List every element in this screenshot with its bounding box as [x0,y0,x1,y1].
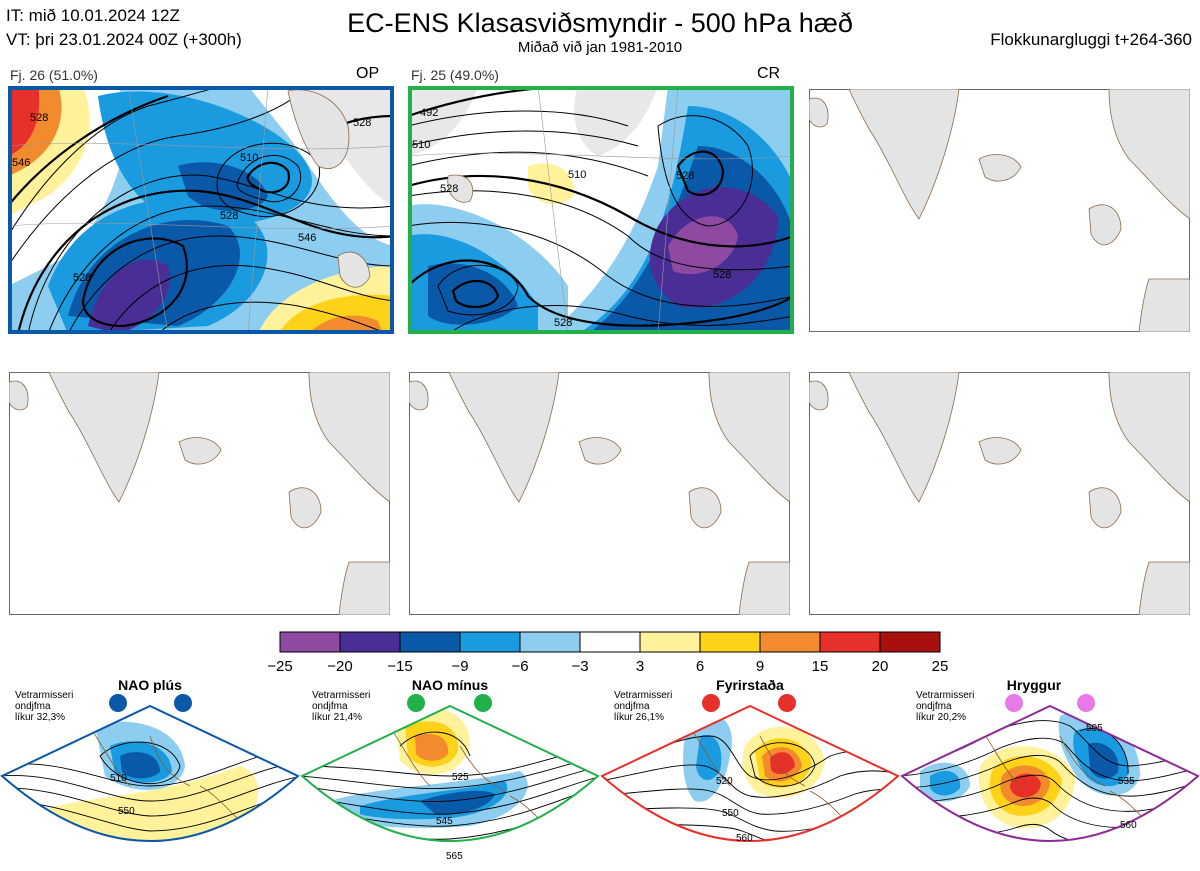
contour-label: 510 [240,152,258,164]
regime-outline [0,704,300,842]
panel-2-frame [408,86,794,334]
panel-4-map [9,372,390,615]
contour-label: 546 [12,157,30,169]
panel-1-frame [8,86,394,334]
contour-label: 528 [676,170,694,182]
regime-outline [900,704,1200,842]
regime-dot-left [109,694,127,712]
contour-label: 528 [30,112,48,124]
contour-label: 505 [1086,723,1103,734]
regime-note-line-2: ondjfma [15,701,51,712]
contour-label: 550 [118,806,135,817]
regime-dot-right [174,694,192,712]
colorbar-swatch [279,631,341,653]
contour-label: 510 [568,169,586,181]
panel-2-label: Fj. 25 (49.0%) [411,67,499,83]
colorbar-swatch [819,631,881,653]
colorbar-swatch [879,631,941,653]
regime-note-line-3: líkur 32,3% [15,712,65,723]
contour-label: 545 [436,816,453,827]
panel-3-map [809,89,1190,332]
regime-note-line-2: ondjfma [614,701,650,712]
regime-title: Fyrirstaða [716,677,784,693]
contour-label: 528 [554,317,572,329]
contour-label: 560 [736,833,753,844]
regime-note-line-3: líkur 26,1% [614,712,664,723]
classification-window: Flokkunargluggi t+264-360 [990,30,1192,49]
contour-label: 528 [440,183,458,195]
regime-note-line-1: Vetrarmisseri [15,690,73,701]
regime-dot-right [778,694,796,712]
regime-title: NAO plús [118,677,182,693]
colorbar-tick-label: −20 [327,658,352,675]
contour-label: 528 [220,210,238,222]
panel-5-map [409,372,790,615]
header-times: IT: mið 10.01.2024 12Z VT: þri 23.01.202… [6,4,242,52]
regime-nao-minus: NAO mínus Vetrarmisseri ondjfma líkur 21… [300,677,600,862]
colorbar-swatch [699,631,761,653]
contour-label: 528 [713,269,731,281]
panel-1-tag: OP [356,65,380,82]
colorbar-tick-label: −15 [387,658,412,675]
regime-outline [600,704,900,842]
colorbar-swatch [759,631,821,653]
regime-title: Hryggur [1007,677,1062,693]
regime-note-line-3: líkur 21,4% [312,712,362,723]
colorbar-swatch [339,631,401,653]
regime-note-line-1: Vetrarmisseri [916,690,974,701]
regime-note-line-1: Vetrarmisseri [312,690,370,701]
contour-label: 565 [446,851,463,862]
contour-label: 560 [1120,820,1137,831]
colorbar: −25 −20 −15 −9 −6 −3 3 6 9 15 20 25 [267,631,949,675]
colorbar-swatch [459,631,521,653]
colorbar-tick-label: 25 [932,658,949,675]
panel-2-map: 492 510 528 510 528 528 528 [408,86,794,334]
contour-label: 510 [110,773,127,784]
contour-label: 528 [353,117,371,129]
regime-note-line-1: Vetrarmisseri [614,690,672,701]
contour-label: 525 [452,772,469,783]
contour-label: 510 [412,139,430,151]
colorbar-tick-label: −25 [267,658,292,675]
contour-label: 546 [298,232,316,244]
panel-1-map: 528 546 510 528 528 546 528 [8,86,394,334]
colorbar-tick-label: −9 [451,658,468,675]
panel-2-tag: CR [757,65,781,82]
page-subtitle: Miðað við jan 1981-2010 [517,39,683,56]
contour-label: 550 [722,808,739,819]
regime-note-line-2: ondjfma [916,701,952,712]
contour-label: 492 [420,107,438,119]
regime-dot-left [407,694,425,712]
colorbar-tick-label: 6 [696,658,704,675]
colorbar-swatch [579,631,641,653]
regime-note-line-2: ondjfma [312,701,348,712]
init-time: IT: mið 10.01.2024 12Z [6,6,180,25]
colorbar-tick-label: 9 [756,658,764,675]
contour-label: 528 [73,272,91,284]
regime-dot-right [1077,694,1095,712]
colorbar-tick-label: −6 [511,658,528,675]
valid-time: VT: þri 23.01.2024 00Z (+300h) [6,30,242,49]
contour-label: 535 [1118,776,1135,787]
regime-ridge: Hryggur Vetrarmisseri ondjfma líkur 20,2… [900,677,1200,842]
regime-dot-right [474,694,492,712]
page-title: EC-ENS Klasasviðsmyndir - 500 hPa hæð [347,8,853,38]
colorbar-tick-label: 20 [872,658,889,675]
colorbar-swatch [399,631,461,653]
regime-nao-plus: NAO plús Vetrarmisseri ondjfma líkur 32,… [0,677,300,842]
regime-dot-left [702,694,720,712]
regime-dot-left [1005,694,1023,712]
regime-note-line-3: líkur 20,2% [916,712,966,723]
colorbar-tick-label: −3 [571,658,588,675]
colorbar-swatch [639,631,701,653]
colorbar-tick-label: 3 [636,658,644,675]
colorbar-tick-label: 15 [812,658,829,675]
panel-1-label: Fj. 26 (51.0%) [10,67,98,83]
panel-6-map [809,372,1190,615]
colorbar-swatch [519,631,581,653]
contour-label: 520 [716,776,733,787]
regime-outline [300,704,600,842]
regime-blocking: Fyrirstaða Vetrarmisseri ondjfma líkur 2… [600,677,900,844]
regime-title: NAO mínus [412,677,488,693]
